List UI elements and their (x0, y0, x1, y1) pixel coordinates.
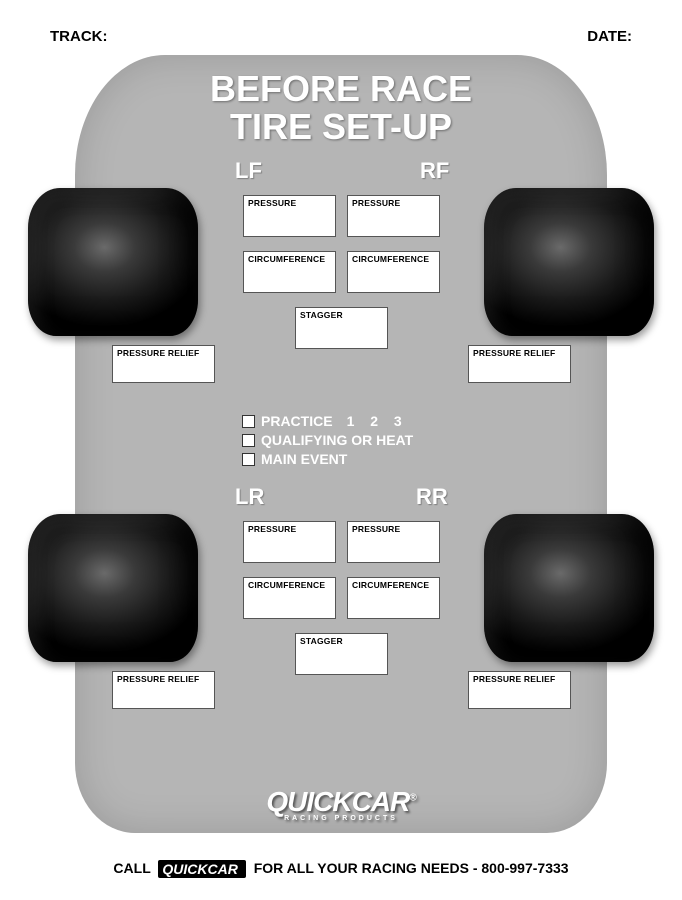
session-qualifying-row: QUALIFYING OR HEAT (242, 432, 413, 448)
checkbox-qualifying[interactable] (242, 434, 255, 447)
field-rf-circumference[interactable]: CIRCUMFERENCE (347, 251, 440, 293)
brand-logo: QUICKCAR® RACING PRODUCTS (266, 786, 415, 822)
checkbox-main-event[interactable] (242, 453, 255, 466)
footer-call: CALL (113, 860, 150, 876)
tire-lr (28, 514, 198, 662)
label-rr: RR (416, 484, 448, 510)
field-rr-circumference[interactable]: CIRCUMFERENCE (347, 577, 440, 619)
date-label: DATE: (587, 28, 632, 45)
field-lr-pressure-relief[interactable]: PRESSURE RELIEF (112, 671, 215, 709)
footer: CALL QUICKCAR FOR ALL YOUR RACING NEEDS … (0, 860, 682, 878)
footer-brand-logo: QUICKCAR (158, 860, 245, 878)
tire-rr (484, 514, 654, 662)
field-rear-stagger[interactable]: STAGGER (295, 633, 388, 675)
title-line-1: BEFORE RACE (0, 70, 682, 108)
brand-name: QUICKCAR (266, 786, 409, 817)
session-main-row: MAIN EVENT (242, 451, 347, 467)
header-row: TRACK: DATE: (50, 28, 632, 45)
field-rr-pressure-relief[interactable]: PRESSURE RELIEF (468, 671, 571, 709)
practice-nums: 1 2 3 (347, 413, 408, 429)
brand-logo-zone: QUICKCAR® RACING PRODUCTS (0, 786, 682, 825)
field-lf-pressure-relief[interactable]: PRESSURE RELIEF (112, 345, 215, 383)
field-lf-pressure[interactable]: PRESSURE (243, 195, 336, 237)
tire-lf (28, 188, 198, 336)
field-rf-pressure[interactable]: PRESSURE (347, 195, 440, 237)
field-rf-pressure-relief[interactable]: PRESSURE RELIEF (468, 345, 571, 383)
tire-rf (484, 188, 654, 336)
field-lr-pressure[interactable]: PRESSURE (243, 521, 336, 563)
label-lr: LR (235, 484, 264, 510)
title-line-2: TIRE SET-UP (0, 108, 682, 146)
field-lr-circumference[interactable]: CIRCUMFERENCE (243, 577, 336, 619)
brand-tagline: RACING PRODUCTS (266, 815, 415, 822)
field-front-stagger[interactable]: STAGGER (295, 307, 388, 349)
field-rr-pressure[interactable]: PRESSURE (347, 521, 440, 563)
practice-label: PRACTICE (261, 413, 333, 429)
label-lf: LF (235, 158, 262, 184)
track-label: TRACK: (50, 28, 108, 45)
main-event-label: MAIN EVENT (261, 451, 347, 467)
session-practice-row: PRACTICE 1 2 3 (242, 413, 408, 429)
checkbox-practice[interactable] (242, 415, 255, 428)
brand-reg: ® (409, 793, 415, 804)
footer-text: FOR ALL YOUR RACING NEEDS - 800-997-7333 (254, 860, 569, 876)
page-title: BEFORE RACE TIRE SET-UP (0, 70, 682, 146)
label-rf: RF (420, 158, 449, 184)
field-lf-circumference[interactable]: CIRCUMFERENCE (243, 251, 336, 293)
qualifying-label: QUALIFYING OR HEAT (261, 432, 413, 448)
